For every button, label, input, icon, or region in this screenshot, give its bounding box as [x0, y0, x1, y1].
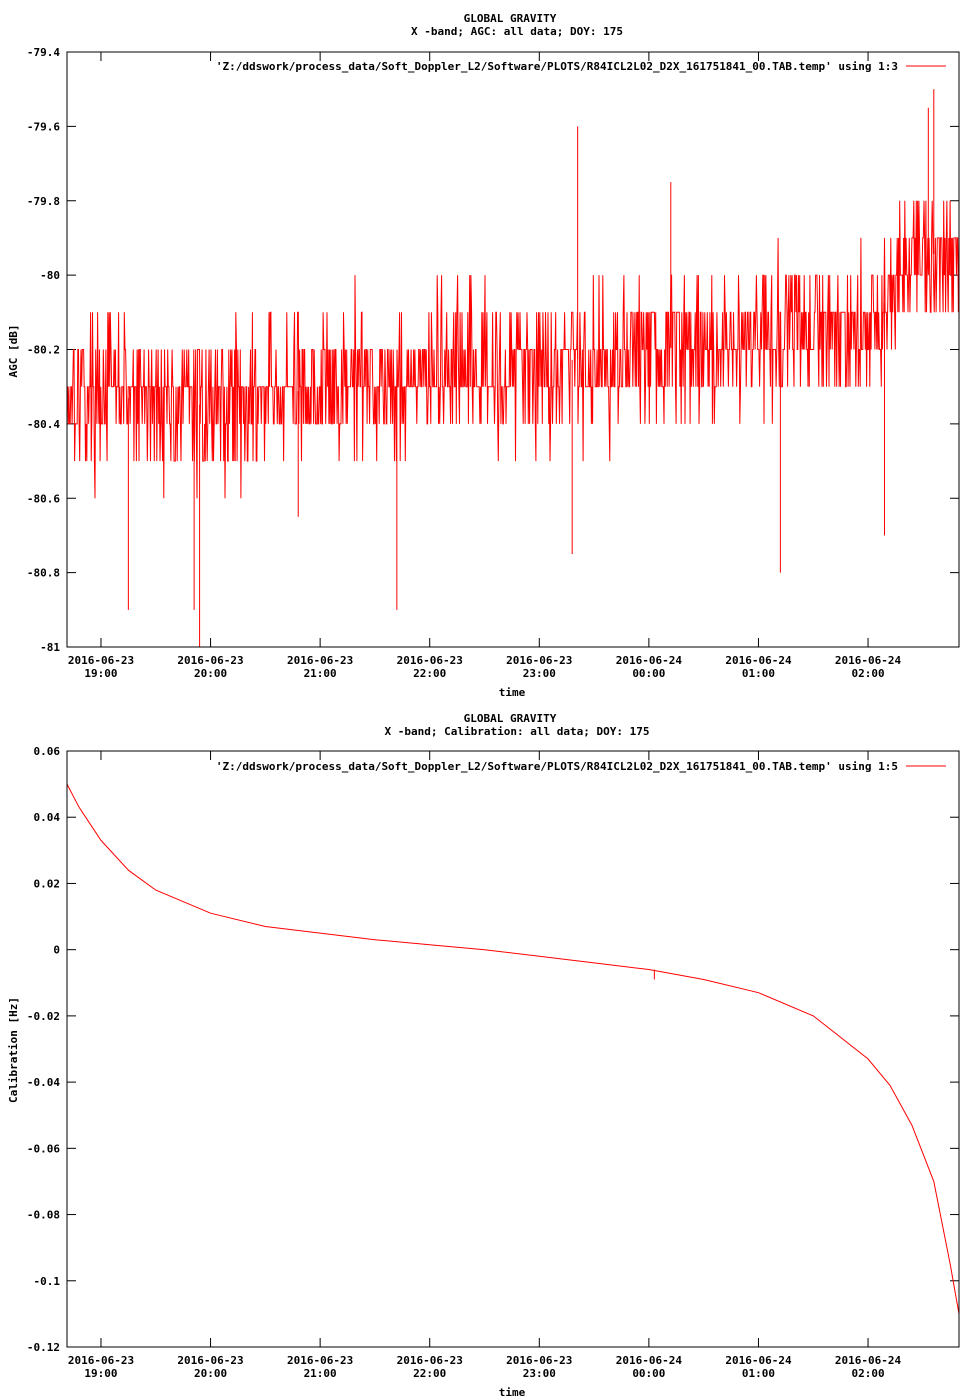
calibration-title: GLOBAL GRAVITY: [464, 712, 557, 725]
agc-title: GLOBAL GRAVITY: [464, 12, 557, 25]
calibration-x-tick-date: 2016-06-23: [68, 1354, 134, 1367]
calibration-x-tick-time: 20:00: [194, 1367, 227, 1380]
agc-x-tick-date: 2016-06-23: [397, 654, 463, 667]
calibration-subtitle: X -band; Calibration: all data; DOY: 175: [385, 725, 650, 738]
calibration-x-tick-date: 2016-06-24: [616, 1354, 683, 1367]
agc-x-tick-time: 00:00: [632, 667, 665, 680]
agc-y-tick-label: -79.8: [27, 195, 60, 208]
agc-x-tick-time: 19:00: [84, 667, 117, 680]
agc-y-tick-label: -79.4: [27, 46, 60, 59]
agc-subtitle: X -band; AGC: all data; DOY: 175: [411, 25, 623, 38]
calibration-y-tick-label: -0.08: [27, 1209, 60, 1222]
calibration-series-line: [66, 783, 960, 1314]
calibration-x-tick-date: 2016-06-23: [287, 1354, 353, 1367]
agc-legend-label: 'Z:/ddswork/process_data/Soft_Doppler_L2…: [216, 60, 898, 73]
calibration-legend-label: 'Z:/ddswork/process_data/Soft_Doppler_L2…: [216, 760, 898, 773]
agc-y-tick-label: -80.4: [27, 418, 60, 431]
calibration-y-tick-label: -0.04: [27, 1076, 60, 1089]
agc-x-tick-date: 2016-06-23: [287, 654, 353, 667]
agc-x-tick-date: 2016-06-24: [616, 654, 683, 667]
calibration-x-axis-label: time: [499, 1386, 526, 1399]
agc-x-tick-time: 21:00: [304, 667, 337, 680]
calibration-x-tick-date: 2016-06-23: [177, 1354, 243, 1367]
agc-series-group: [67, 89, 960, 647]
calibration-x-tick-date: 2016-06-23: [506, 1354, 572, 1367]
calibration-x-tick-time: 21:00: [304, 1367, 337, 1380]
calibration-plot: GLOBAL GRAVITY X -band; Calibration: all…: [7, 712, 960, 1399]
agc-plot: GLOBAL GRAVITY X -band; AGC: all data; D…: [7, 12, 960, 699]
calibration-y-tick-label: -0.1: [34, 1275, 61, 1288]
calibration-plot-frame: [66, 750, 960, 1348]
agc-y-tick-label: -80.2: [27, 344, 60, 357]
agc-y-tick-label: -80.8: [27, 567, 60, 580]
agc-x-tick-time: 22:00: [413, 667, 446, 680]
calibration-y-axis-label: Calibration [Hz]: [7, 997, 20, 1103]
calibration-y-tick-label: -0.12: [27, 1341, 60, 1354]
agc-x-tick-time: 23:00: [523, 667, 556, 680]
agc-x-tick-time: 20:00: [194, 667, 227, 680]
agc-plot-frame: [66, 51, 960, 648]
calibration-x-tick-date: 2016-06-24: [835, 1354, 902, 1367]
calibration-y-tick-label: -0.06: [27, 1142, 60, 1155]
agc-x-tick-date: 2016-06-24: [835, 654, 902, 667]
agc-y-tick-label: -80.6: [27, 492, 60, 505]
calibration-x-tick-time: 23:00: [523, 1367, 556, 1380]
calibration-x-tick-time: 01:00: [742, 1367, 775, 1380]
agc-series-line: [67, 200, 960, 499]
calibration-y-tick-label: 0.04: [34, 811, 61, 824]
agc-x-axis-label: time: [499, 686, 526, 699]
calibration-x-tick-time: 19:00: [84, 1367, 117, 1380]
calibration-y-tick-label: 0.02: [34, 877, 61, 890]
agc-y-tick-label: -80: [40, 269, 60, 282]
agc-y-tick-label: -79.6: [27, 120, 60, 133]
agc-x-tick-date: 2016-06-24: [725, 654, 792, 667]
agc-ticks: -79.4 -79.6 -79.8 -80 -80.2 -80.4 -80.6 -80.8 -8…: [27, 46, 959, 680]
agc-x-tick-date: 2016-06-23: [177, 654, 243, 667]
calibration-x-tick-time: 02:00: [851, 1367, 884, 1380]
agc-y-axis-label: AGC [dB]: [7, 325, 20, 378]
calibration-x-tick-time: 22:00: [413, 1367, 446, 1380]
agc-x-tick-date: 2016-06-23: [506, 654, 572, 667]
calibration-x-tick-time: 00:00: [632, 1367, 665, 1380]
calibration-series-group: [66, 783, 960, 1314]
calibration-y-tick-label: 0: [53, 944, 60, 957]
agc-x-tick-date: 2016-06-23: [68, 654, 134, 667]
calibration-y-tick-label: 0.06: [34, 745, 61, 758]
calibration-y-tick-label: -0.02: [27, 1010, 60, 1023]
calibration-ticks: 0.06 0.04 0.02 0 -0.02 -0.04 -0.06 -0.08 -0.1 -0.…: [27, 745, 959, 1380]
calibration-x-tick-date: 2016-06-23: [397, 1354, 463, 1367]
calibration-x-tick-date: 2016-06-24: [725, 1354, 792, 1367]
agc-y-tick-label: -81: [40, 641, 60, 654]
agc-x-tick-time: 01:00: [742, 667, 775, 680]
agc-x-tick-time: 02:00: [851, 667, 884, 680]
